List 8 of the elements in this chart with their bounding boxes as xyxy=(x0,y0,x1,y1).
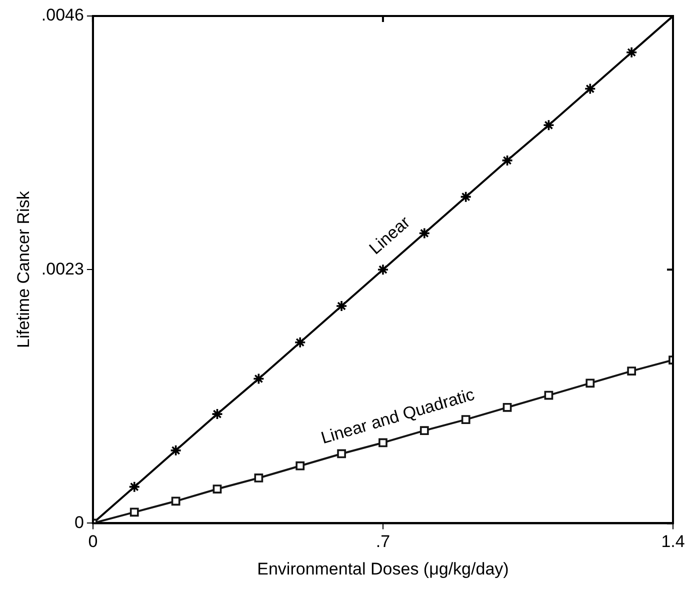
y-tick-label: .0046 xyxy=(41,6,84,25)
y-tick-label: 0 xyxy=(74,512,84,532)
x-tick-label: 1.4 xyxy=(661,532,685,552)
y-tick-label: .0023 xyxy=(41,259,84,278)
x-tick-label: 0 xyxy=(88,532,98,552)
y-axis-title: Lifetime Cancer Risk xyxy=(14,190,33,348)
x-axis-title: Environmental Doses (μg/kg/day) xyxy=(257,559,509,578)
x-tick-label: .7 xyxy=(376,532,390,552)
